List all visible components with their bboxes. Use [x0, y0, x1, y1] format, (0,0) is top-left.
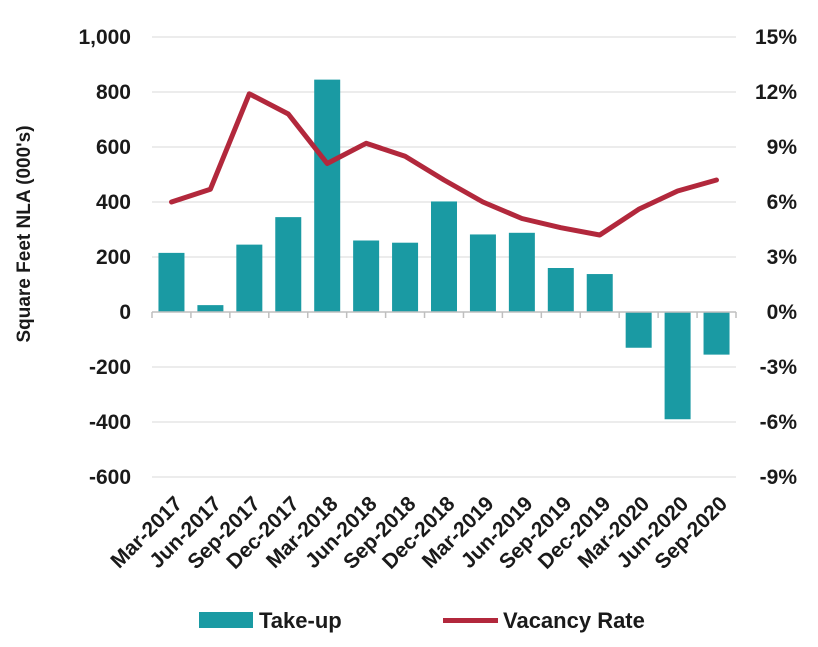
left-tick-label: 1,000: [78, 26, 131, 49]
right-tick-label: 3%: [767, 246, 798, 269]
left-tick-label: 800: [96, 81, 131, 104]
left-tick-label: 400: [96, 191, 131, 214]
take-up-bar: [664, 312, 691, 420]
right-tick-label: -6%: [760, 411, 798, 434]
take-up-bar: [275, 217, 302, 312]
take-up-bar: [236, 244, 263, 312]
right-tick-label: 6%: [767, 191, 798, 214]
x-axis-tick-labels: Mar-2017Jun-2017Sep-2017Dec-2017Mar-2018…: [106, 492, 732, 574]
left-tick-label: -200: [89, 356, 131, 379]
right-tick-label: 9%: [767, 136, 798, 159]
take-up-bar: [197, 305, 224, 312]
legend: Take-up Vacancy Rate: [199, 608, 645, 633]
right-tick-label: 15%: [755, 26, 797, 49]
legend-swatch-take-up: [199, 612, 253, 628]
take-up-bar: [547, 268, 574, 312]
left-tick-label: -600: [89, 466, 131, 489]
left-tick-label: 600: [96, 136, 131, 159]
take-up-bar: [353, 240, 380, 312]
left-tick-label: -400: [89, 411, 131, 434]
legend-label-take-up: Take-up: [259, 608, 342, 633]
take-up-bar: [158, 252, 185, 312]
take-up-bar: [314, 79, 341, 312]
take-up-bar: [703, 312, 730, 355]
take-up-bar: [469, 234, 496, 312]
right-tick-label: -3%: [760, 356, 798, 379]
vacancy-rate-line: [169, 91, 719, 238]
take-up-bar: [508, 232, 535, 312]
take-up-bar: [625, 312, 652, 348]
take-up-bar: [586, 274, 613, 312]
vacancy-rate-line-group: [169, 91, 719, 238]
left-tick-label: 200: [96, 246, 131, 269]
legend-swatch-vacancy-rate: [443, 618, 498, 623]
left-tick-label: 0: [119, 301, 131, 324]
left-axis-tick-labels: 1,000 800 600 400 200 0 -200 -400 -600: [78, 26, 131, 489]
right-tick-label: 0%: [767, 301, 798, 324]
right-axis-tick-labels: 15% 12% 9% 6% 3% 0% -3% -6% -9%: [755, 26, 797, 489]
take-up-bar: [392, 242, 419, 312]
right-tick-label: -9%: [760, 466, 798, 489]
take-up-bars: [158, 79, 730, 420]
take-up-bar: [431, 201, 457, 312]
y-axis-label: Square Feet NLA (000's): [14, 125, 35, 342]
legend-label-vacancy-rate: Vacancy Rate: [503, 608, 645, 633]
zero-axis: [151, 311, 737, 318]
right-tick-label: 12%: [755, 81, 797, 104]
